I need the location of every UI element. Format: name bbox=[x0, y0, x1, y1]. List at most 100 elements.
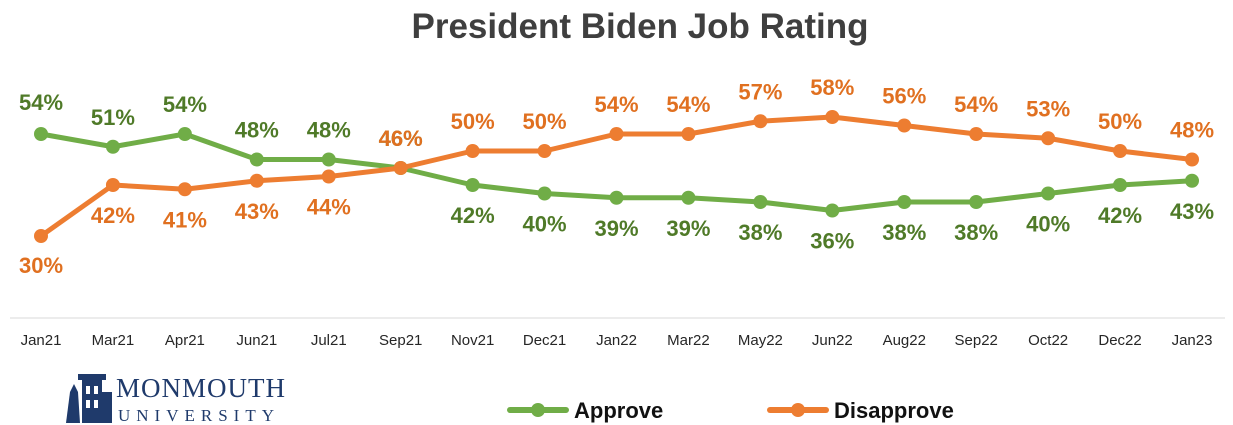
x-tick-label: Sep21 bbox=[379, 332, 422, 349]
logo-line2: UNIVERSITY bbox=[118, 406, 280, 425]
series-approve bbox=[34, 127, 1199, 218]
legend-disapprove-label: Disapprove bbox=[834, 398, 954, 423]
data-label-approve: 42% bbox=[451, 203, 495, 228]
data-label-disapprove: 41% bbox=[163, 207, 207, 232]
data-label-disapprove: 54% bbox=[594, 92, 638, 117]
data-label-disapprove: 44% bbox=[307, 195, 351, 220]
x-tick-label: Nov21 bbox=[451, 332, 494, 349]
data-point-disapprove bbox=[105, 178, 120, 192]
data-point-disapprove bbox=[969, 127, 984, 141]
data-point-disapprove bbox=[1185, 152, 1199, 167]
data-point-disapprove bbox=[753, 114, 768, 129]
data-label-approve: 48% bbox=[307, 118, 351, 143]
logo-line1: MONMOUTH bbox=[116, 373, 286, 403]
data-point-approve bbox=[465, 178, 480, 192]
legend: Approve Disapprove bbox=[507, 398, 954, 423]
data-point-disapprove bbox=[681, 127, 696, 141]
x-tick-label: Jan23 bbox=[1172, 332, 1213, 349]
data-label-disapprove: 50% bbox=[523, 109, 567, 134]
logo-building-icon bbox=[66, 374, 112, 423]
data-label-disapprove: 54% bbox=[666, 92, 710, 117]
x-tick-label: Dec21 bbox=[523, 332, 566, 349]
data-point-approve bbox=[753, 195, 768, 209]
data-labels-layer: 54% 51% 54% 48% 48% 46% 42% 40% 39% 39% 38% 36% 38% 3… bbox=[19, 75, 1214, 278]
legend-approve-marker bbox=[531, 403, 545, 417]
data-label-disapprove: 54% bbox=[954, 92, 998, 117]
data-point-disapprove bbox=[465, 144, 480, 158]
legend-disapprove-marker bbox=[791, 403, 805, 417]
data-point-disapprove bbox=[1113, 144, 1128, 158]
data-label-disapprove: 50% bbox=[451, 109, 495, 134]
data-label-disapprove: 30% bbox=[19, 253, 63, 278]
data-label-disapprove: 57% bbox=[738, 79, 782, 104]
x-tick-label: Oct22 bbox=[1028, 332, 1068, 349]
data-label-approve: 42% bbox=[1098, 203, 1142, 228]
data-label-disapprove: 48% bbox=[1170, 118, 1214, 143]
data-point-approve bbox=[825, 203, 840, 218]
data-label-approve: 36% bbox=[810, 229, 854, 254]
data-label-disapprove: 53% bbox=[1026, 96, 1070, 121]
data-point-approve bbox=[1185, 173, 1199, 188]
x-tick-label: Jul21 bbox=[311, 332, 347, 349]
data-label-approve: 54% bbox=[19, 90, 63, 115]
legend-item-approve: Approve bbox=[507, 398, 663, 423]
data-point-approve bbox=[897, 195, 912, 209]
data-label-disapprove: 46% bbox=[379, 126, 423, 151]
data-point-disapprove bbox=[249, 173, 264, 188]
legend-approve-label: Approve bbox=[574, 398, 663, 423]
data-point-approve bbox=[1041, 186, 1056, 201]
data-label-approve: 54% bbox=[163, 92, 207, 117]
data-point-disapprove bbox=[34, 229, 48, 243]
data-point-approve bbox=[105, 139, 120, 154]
data-point-disapprove bbox=[897, 118, 912, 133]
data-label-approve: 38% bbox=[954, 220, 998, 245]
data-label-approve: 48% bbox=[235, 118, 279, 143]
data-label-approve: 51% bbox=[91, 105, 135, 130]
x-tick-label: May22 bbox=[738, 332, 783, 349]
data-point-approve bbox=[681, 190, 696, 205]
data-point-disapprove bbox=[825, 110, 840, 124]
data-point-approve bbox=[249, 152, 264, 167]
data-point-approve bbox=[321, 152, 336, 167]
monmouth-logo: MONMOUTH UNIVERSITY bbox=[66, 373, 286, 425]
series-layer bbox=[34, 110, 1199, 243]
data-label-approve: 46% bbox=[379, 126, 423, 151]
data-point-disapprove bbox=[321, 169, 336, 184]
data-label-disapprove: 42% bbox=[91, 203, 135, 228]
data-label-disapprove: 43% bbox=[235, 199, 279, 224]
data-point-disapprove bbox=[1041, 131, 1056, 146]
legend-item-disapprove: Disapprove bbox=[767, 398, 954, 423]
x-tick-label: Dec22 bbox=[1098, 332, 1141, 349]
data-label-approve: 43% bbox=[1170, 199, 1214, 224]
data-point-approve bbox=[537, 186, 552, 201]
data-point-approve bbox=[34, 127, 48, 141]
data-label-disapprove: 50% bbox=[1098, 109, 1142, 134]
data-point-disapprove bbox=[537, 144, 552, 158]
data-point-approve bbox=[177, 127, 192, 141]
data-point-disapprove bbox=[177, 182, 192, 197]
x-tick-label: Apr21 bbox=[165, 332, 205, 349]
chart-title: President Biden Job Rating bbox=[412, 7, 869, 46]
x-tick-label: Jun22 bbox=[812, 332, 853, 349]
data-point-disapprove bbox=[393, 161, 408, 175]
data-point-approve bbox=[609, 190, 624, 205]
data-label-approve: 39% bbox=[594, 216, 638, 241]
data-label-approve: 40% bbox=[1026, 212, 1070, 237]
x-tick-label: Jan21 bbox=[21, 332, 62, 349]
x-tick-label: Sep22 bbox=[955, 332, 998, 349]
data-label-disapprove: 58% bbox=[810, 75, 854, 100]
data-point-disapprove bbox=[609, 127, 624, 141]
x-axis-ticks: Jan21 Mar21 Apr21 Jun21 Jul21 Sep21 Nov21 Dec21… bbox=[21, 332, 1213, 349]
x-tick-label: Mar22 bbox=[667, 332, 710, 349]
x-tick-label: Jan22 bbox=[596, 332, 637, 349]
data-label-approve: 40% bbox=[523, 212, 567, 237]
data-label-approve: 38% bbox=[738, 220, 782, 245]
data-label-approve: 38% bbox=[882, 220, 926, 245]
data-label-approve: 39% bbox=[666, 216, 710, 241]
x-tick-label: Aug22 bbox=[883, 332, 926, 349]
data-point-approve bbox=[969, 195, 984, 209]
x-tick-label: Mar21 bbox=[92, 332, 135, 349]
x-tick-label: Jun21 bbox=[236, 332, 277, 349]
series-disapprove bbox=[34, 110, 1199, 243]
